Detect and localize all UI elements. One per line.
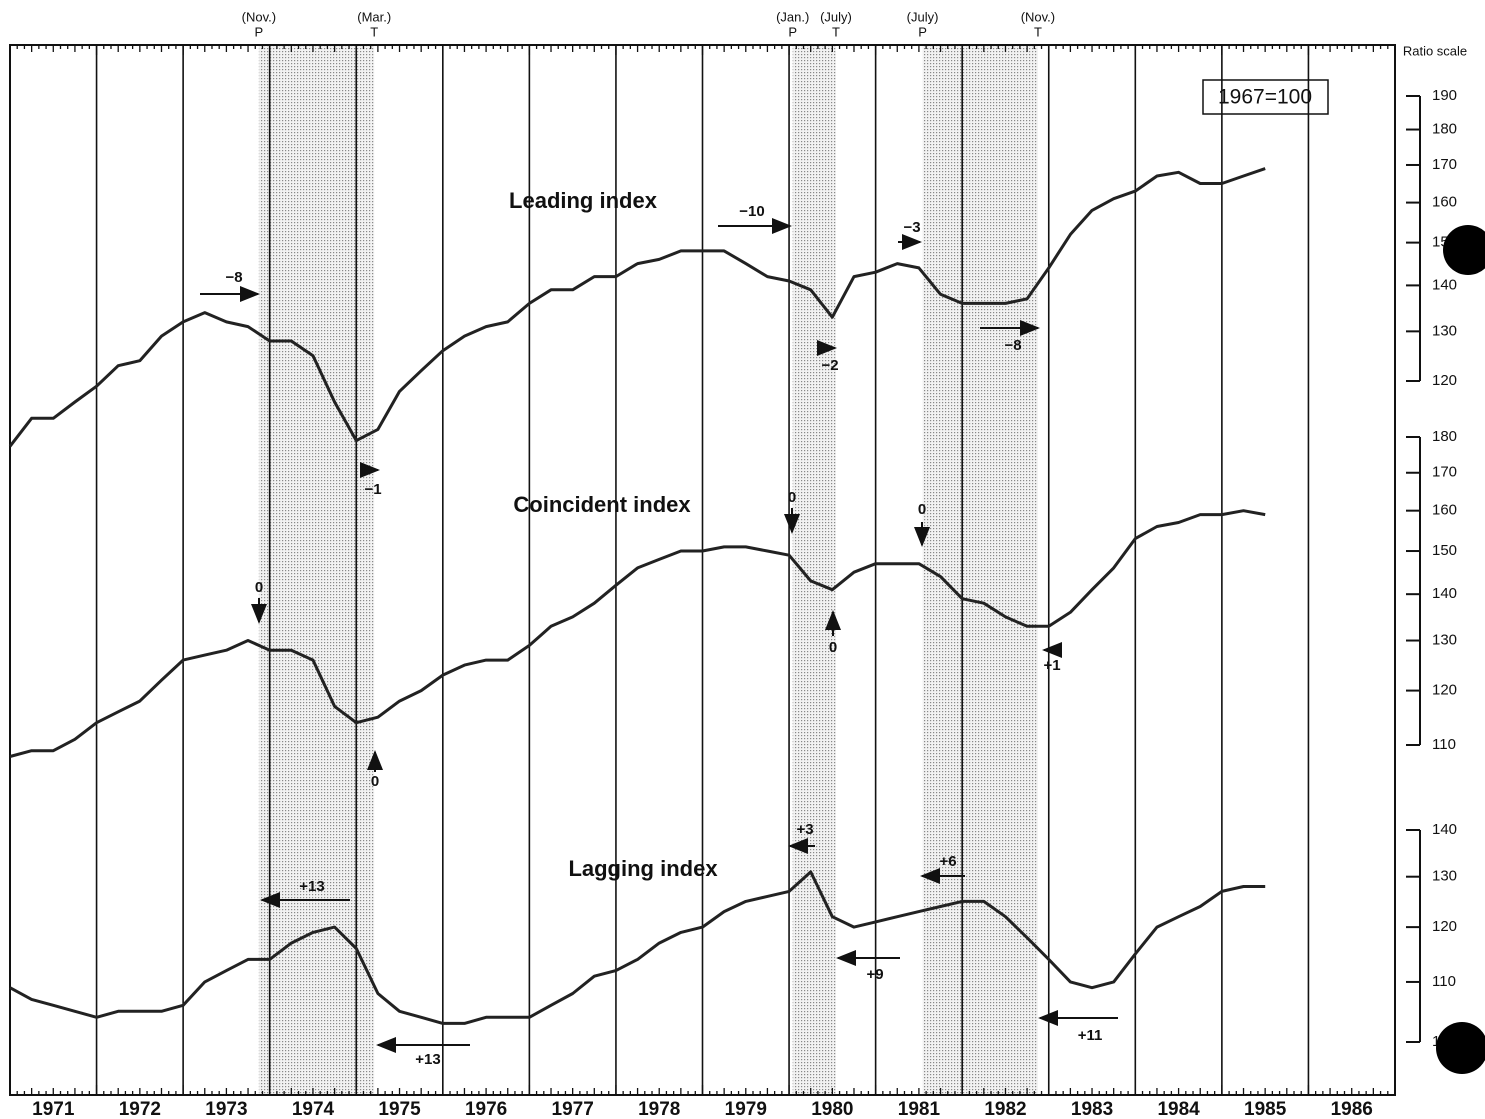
scan-blot xyxy=(1443,225,1485,275)
y-tick-label: 170 xyxy=(1432,156,1457,173)
x-tick-label: 1976 xyxy=(465,1099,507,1119)
peak-label: P xyxy=(788,24,797,39)
trough-month: (Nov.) xyxy=(1021,9,1055,24)
peak-label: P xyxy=(918,24,927,39)
y-tick-label: 190 xyxy=(1432,87,1457,104)
lead-lag-label: 0 xyxy=(371,773,379,790)
lead-lag-label: 0 xyxy=(918,501,926,518)
x-tick-label: 1986 xyxy=(1331,1099,1373,1119)
index-label: Lagging index xyxy=(568,856,718,881)
lead-lag-label: 0 xyxy=(788,489,796,506)
x-tick-label: 1974 xyxy=(292,1099,335,1119)
trough-label: T xyxy=(1034,24,1042,39)
trough-label: T xyxy=(370,24,378,39)
y-tick-label: 140 xyxy=(1432,821,1457,838)
base-box xyxy=(1202,79,1329,115)
lead-lag-label: +6 xyxy=(939,853,956,870)
x-tick-label: 1972 xyxy=(119,1099,161,1119)
lead-lag-label: +11 xyxy=(1078,1027,1103,1044)
y-tick-label: 170 xyxy=(1432,464,1457,481)
lead-lag-label: +13 xyxy=(415,1051,440,1068)
x-tick-label: 1985 xyxy=(1244,1099,1287,1119)
y-tick-label: 160 xyxy=(1432,194,1457,211)
x-tick-label: 1975 xyxy=(378,1099,421,1119)
y-tick-label: 130 xyxy=(1432,868,1457,885)
lead-lag-label: 0 xyxy=(829,639,837,656)
peak-month: (Jan.) xyxy=(776,9,809,24)
y-tick-label: 160 xyxy=(1432,502,1457,519)
x-tick-label: 1979 xyxy=(725,1099,767,1119)
y-tick-label: 180 xyxy=(1432,121,1457,138)
index-label: Coincident index xyxy=(513,492,691,517)
peak-label: P xyxy=(255,24,264,39)
y-tick-label: 130 xyxy=(1432,322,1457,339)
lead-lag-label: +13 xyxy=(299,878,324,895)
lead-lag-label: −8 xyxy=(225,269,242,286)
lead-lag-label: 0 xyxy=(255,579,263,596)
x-tick-label: 1980 xyxy=(811,1099,853,1119)
x-tick-label: 1978 xyxy=(638,1099,680,1119)
y-tick-label: 120 xyxy=(1432,682,1457,699)
scale-note: Ratio scale xyxy=(1403,43,1467,58)
lead-lag-label: +1 xyxy=(1043,657,1060,674)
y-tick-label: 120 xyxy=(1432,918,1457,935)
lead-lag-label: −2 xyxy=(821,357,838,374)
y-tick-label: 130 xyxy=(1432,631,1457,648)
y-tick-label: 140 xyxy=(1432,585,1457,602)
trough-month: (July) xyxy=(820,9,852,24)
y-tick-label: 140 xyxy=(1432,276,1457,293)
x-tick-label: 1981 xyxy=(898,1099,941,1119)
x-tick-label: 1984 xyxy=(1157,1099,1200,1119)
lead-lag-label: +9 xyxy=(866,966,883,983)
y-tick-label: 180 xyxy=(1432,428,1457,445)
recession-band xyxy=(258,45,375,1095)
y-tick-label: 110 xyxy=(1432,973,1456,990)
x-tick-label: 1977 xyxy=(552,1099,594,1119)
y-tick-label: 120 xyxy=(1432,372,1457,389)
y-tick-label: 110 xyxy=(1432,736,1456,753)
lead-lag-label: −1 xyxy=(364,481,381,498)
trough-label: T xyxy=(832,24,840,39)
x-tick-label: 1982 xyxy=(984,1099,1026,1119)
scan-blot xyxy=(1436,1022,1485,1074)
x-tick-label: 1971 xyxy=(32,1099,75,1119)
y-tick-label: 150 xyxy=(1432,542,1457,559)
index-line xyxy=(9,509,1266,758)
peak-month: (July) xyxy=(907,9,939,24)
background-layer xyxy=(258,45,1038,1095)
recession-band xyxy=(922,45,1038,1095)
recession-band xyxy=(792,45,836,1095)
x-tick-label: 1983 xyxy=(1071,1099,1113,1119)
lead-lag-label: −10 xyxy=(739,203,764,220)
lead-lag-label: −3 xyxy=(903,219,920,236)
peak-month: (Nov.) xyxy=(242,9,276,24)
index-line xyxy=(9,870,1266,1025)
lead-lag-label: −8 xyxy=(1004,337,1021,354)
base-note: 1967=100 xyxy=(1218,86,1312,109)
x-tick-label: 1973 xyxy=(205,1099,247,1119)
trough-month: (Mar.) xyxy=(357,9,391,24)
index-line xyxy=(8,167,1266,448)
lead-lag-label: +3 xyxy=(796,821,813,838)
index-label: Leading index xyxy=(509,188,658,213)
